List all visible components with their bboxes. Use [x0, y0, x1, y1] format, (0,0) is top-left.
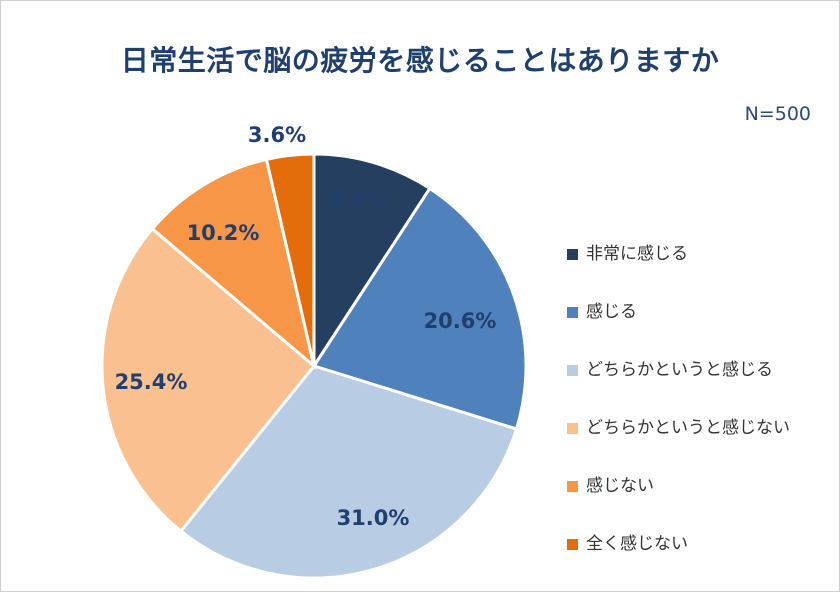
pie-slice-1: [312, 152, 432, 372]
data-label-6: 3.6%: [248, 123, 306, 147]
legend-item-6: 全く感じない: [567, 531, 837, 589]
legend-label: 全く感じない: [586, 534, 688, 554]
pie-slice-6: [264, 152, 316, 367]
pie-slice-3: [178, 364, 519, 580]
data-label-5: 10.2%: [187, 221, 260, 245]
legend-swatch: [567, 365, 578, 376]
legend-swatch: [567, 423, 578, 434]
pie-slice-2: [311, 186, 528, 431]
legend-item-3: どちらかというと感じる: [567, 357, 837, 415]
legend-item-1: 非常に感じる: [567, 241, 837, 299]
data-label-3: 31.0%: [337, 506, 410, 530]
data-label-1: 9.2%: [328, 187, 386, 211]
legend-item-5: 感じない: [567, 473, 837, 531]
legend-item-4: どちらかというと感じない: [567, 415, 837, 473]
data-label-2: 20.6%: [424, 309, 497, 333]
legend: 非常に感じる 感じるどちらかというと感じる どちらかというと感じない 感じない全く感じ…: [567, 241, 837, 589]
sample-size-label: N=500: [744, 103, 811, 125]
legend-label: 感じる: [586, 302, 637, 322]
legend-label: 非常に感じる: [586, 244, 688, 264]
legend-label: どちらかというと感じる: [586, 360, 773, 380]
legend-swatch: [567, 539, 578, 550]
chart-title: 日常生活で脳の疲労を感じることはありますか: [120, 44, 720, 77]
legend-item-2: 感じる: [567, 299, 837, 357]
legend-swatch: [567, 307, 578, 318]
pie-slice-5: [150, 157, 317, 371]
legend-label: どちらかというと感じない: [586, 418, 790, 438]
legend-label: 感じない: [586, 476, 654, 496]
data-label-4: 25.4%: [115, 370, 188, 394]
pie-slice-4: [100, 226, 317, 534]
legend-swatch: [567, 481, 578, 492]
legend-swatch: [567, 249, 578, 260]
